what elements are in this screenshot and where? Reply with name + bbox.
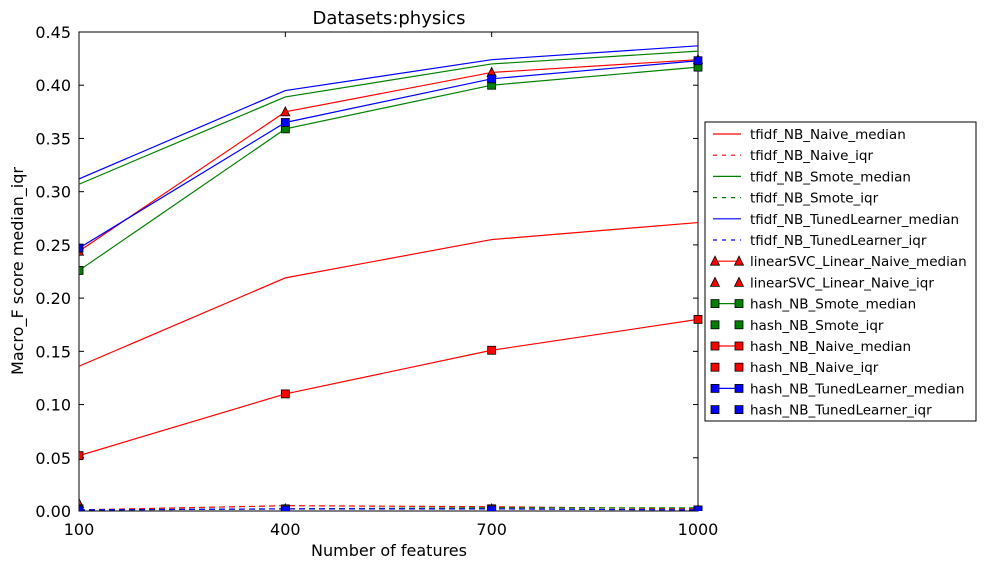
series-tfidf_NB_TunedLearner_iqr (79, 508, 699, 511)
y-tick-label: 0.40 (35, 76, 71, 95)
legend-marker (734, 383, 744, 393)
series-tfidf_NB_Smote_median (79, 50, 699, 185)
series-line (79, 66, 699, 271)
legend-item: tfidf_NB_TunedLearner_median (713, 212, 959, 228)
legend-marker (710, 383, 720, 393)
legend-label: tfidf_NB_Smote_iqr (750, 191, 879, 207)
data-point (487, 345, 497, 355)
legend-item: hash_NB_TunedLearner_iqr (710, 403, 932, 419)
legend-item: hash_NB_Naive_median (710, 339, 911, 355)
data-point (79, 243, 84, 253)
y-tick-label: 0.00 (35, 502, 71, 521)
x-tick-label: 700 (476, 520, 507, 539)
legend-marker (733, 276, 745, 287)
y-tick-label: 0.30 (35, 183, 71, 202)
series-layer (79, 45, 704, 511)
legend-item: hash_NB_Smote_iqr (710, 318, 884, 334)
legend-marker (710, 299, 720, 309)
data-point (79, 451, 84, 461)
legend-label: linearSVC_Linear_Naive_iqr (750, 275, 934, 291)
legend-item: tfidf_NB_Naive_median (713, 127, 906, 143)
legend-label: hash_NB_Naive_median (750, 339, 911, 355)
data-point (79, 505, 84, 511)
series-tfidf_NB_Naive_median (79, 221, 699, 367)
legend-label: tfidf_NB_TunedLearner_iqr (750, 233, 927, 249)
y-axis: 0.00 0.05 0.10 0.15 0.20 0.25 0.30 0.35 0.40 0.45 (35, 23, 698, 521)
x-tick-label: 400 (270, 520, 301, 539)
data-point (693, 56, 703, 66)
legend-item: tfidf_NB_Naive_iqr (713, 148, 873, 164)
legend-marker (710, 320, 720, 330)
y-tick-label: 0.45 (35, 23, 71, 42)
legend-label: tfidf_NB_TunedLearner_median (750, 212, 959, 228)
data-point (280, 118, 290, 127)
legend-marker (733, 255, 745, 266)
legend-marker (734, 405, 744, 415)
legend-marker (734, 320, 744, 330)
legend-marker (734, 362, 744, 372)
legend-label: linearSVC_Linear_Naive_median (750, 254, 967, 270)
series-line (79, 508, 699, 511)
legend-item: tfidf_NB_TunedLearner_iqr (713, 233, 927, 249)
legend-marker (709, 255, 721, 266)
series-line (79, 50, 699, 185)
legend-item: tfidf_NB_Smote_median (713, 169, 911, 185)
series-line (79, 60, 699, 249)
data-point (487, 505, 497, 511)
plot-frame (78, 31, 699, 512)
x-axis-label: Number of features (311, 541, 467, 560)
legend-marker (710, 362, 720, 372)
data-point (693, 505, 703, 511)
legend-item: hash_NB_Naive_iqr (710, 360, 879, 376)
legend-box (704, 121, 977, 422)
y-tick-label: 0.15 (35, 342, 71, 361)
legend-marker (710, 405, 720, 415)
legend-label: tfidf_NB_Smote_median (750, 169, 911, 185)
y-tick-label: 0.10 (35, 396, 71, 415)
data-point (280, 505, 290, 511)
y-tick-label: 0.35 (35, 129, 71, 148)
series-hash_NB_Naive_median (79, 314, 703, 461)
series-line (79, 59, 699, 252)
legend-label: hash_NB_Naive_iqr (750, 360, 879, 376)
legend-item: hash_NB_Smote_median (710, 297, 916, 313)
series-line (79, 45, 699, 180)
legend-item: hash_NB_TunedLearner_median (710, 381, 964, 397)
legend-marker (710, 341, 720, 351)
legend-label: hash_NB_TunedLearner_iqr (750, 403, 932, 419)
series-hash_NB_TunedLearner_iqr (79, 505, 703, 511)
series-line (79, 221, 699, 367)
legend-label: tfidf_NB_Naive_median (750, 127, 906, 143)
legend-label: tfidf_NB_Naive_iqr (750, 148, 873, 164)
y-tick-label: 0.25 (35, 236, 71, 255)
plot-area (78, 31, 699, 512)
x-axis: 100 400 700 1000 (64, 32, 719, 539)
legend: tfidf_NB_Naive_median tfidf_NB_Naive_iqrt… (704, 121, 977, 422)
x-tick-label: 1000 (678, 520, 719, 539)
series-hash_NB_TunedLearner_median (79, 56, 703, 253)
legend-item: linearSVC_Linear_Naive_iqr (709, 275, 934, 291)
legend-item: linearSVC_Linear_Naive_median (709, 254, 967, 270)
legend-label: hash_NB_Smote_median (750, 297, 916, 313)
legend-marker (734, 299, 744, 309)
y-tick-label: 0.20 (35, 289, 71, 308)
y-axis-label: Macro_F score median_iqr (8, 167, 28, 375)
data-point (79, 266, 84, 275)
data-point (487, 74, 497, 84)
series-tfidf_NB_TunedLearner_median (79, 45, 699, 180)
legend-item: tfidf_NB_Smote_iqr (713, 191, 879, 207)
series-line (79, 318, 699, 457)
data-point (693, 314, 703, 324)
x-tick-label: 100 (64, 520, 95, 539)
chart-title: Datasets:physics (312, 8, 465, 29)
legend-marker (734, 341, 744, 351)
y-tick-label: 0.05 (35, 449, 71, 468)
legend-label: hash_NB_TunedLearner_median (750, 381, 964, 397)
legend-marker (709, 276, 721, 287)
legend-label: hash_NB_Smote_iqr (750, 318, 884, 334)
data-point (280, 389, 290, 399)
data-point (280, 105, 291, 117)
